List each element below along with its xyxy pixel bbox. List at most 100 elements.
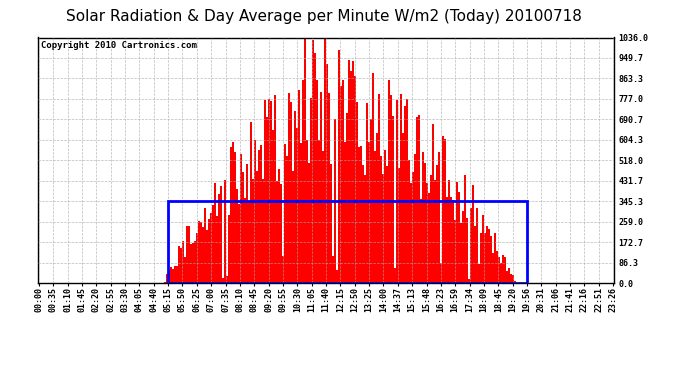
Bar [260, 146, 262, 283]
Bar [240, 154, 242, 283]
Bar [280, 184, 282, 283]
Bar [188, 226, 190, 283]
Bar [372, 73, 374, 283]
Bar [180, 248, 182, 283]
Bar [490, 236, 492, 283]
Bar [422, 152, 424, 283]
Bar [432, 124, 434, 283]
Bar [390, 95, 392, 283]
Bar [430, 175, 432, 283]
Bar [350, 71, 352, 283]
Bar [498, 257, 500, 283]
Bar [374, 152, 376, 283]
Bar [274, 94, 276, 283]
Bar [348, 60, 350, 283]
Bar [416, 117, 418, 283]
Bar [464, 175, 466, 283]
Bar [440, 263, 442, 283]
Bar [474, 226, 476, 283]
Bar [278, 169, 280, 283]
Bar [234, 152, 236, 283]
Bar [268, 99, 270, 283]
Bar [394, 268, 396, 283]
Bar [208, 219, 210, 283]
Bar [178, 246, 180, 283]
Bar [324, 38, 326, 283]
Bar [224, 180, 226, 283]
Bar [510, 274, 512, 283]
Bar [186, 226, 188, 283]
Bar [282, 255, 284, 283]
Bar [264, 100, 266, 283]
Bar [458, 192, 460, 283]
Bar [512, 275, 514, 283]
Bar [286, 156, 288, 283]
Bar [444, 139, 446, 283]
Bar [412, 172, 414, 283]
Bar [442, 136, 444, 283]
Bar [272, 130, 274, 283]
Bar [514, 281, 516, 283]
Bar [500, 263, 502, 283]
Bar [388, 80, 390, 283]
Bar [230, 147, 232, 283]
Bar [196, 233, 198, 283]
Bar [352, 61, 354, 283]
Bar [168, 201, 527, 283]
Bar [312, 40, 314, 283]
Bar [168, 270, 170, 283]
Bar [258, 150, 260, 283]
Bar [358, 147, 360, 283]
Bar [502, 255, 504, 283]
Bar [470, 208, 472, 283]
Bar [254, 140, 256, 283]
Bar [492, 253, 494, 283]
Bar [212, 205, 214, 283]
Bar [506, 271, 508, 283]
Bar [418, 115, 420, 283]
Bar [384, 150, 386, 283]
Bar [246, 164, 248, 283]
Bar [462, 211, 464, 283]
Bar [198, 221, 200, 283]
Bar [300, 143, 302, 283]
Bar [332, 256, 334, 283]
Bar [402, 133, 404, 283]
Bar [328, 93, 330, 283]
Bar [364, 175, 366, 283]
Bar [334, 119, 336, 283]
Bar [200, 222, 202, 283]
Bar [170, 267, 172, 283]
Bar [380, 156, 382, 283]
Bar [452, 200, 454, 283]
Bar [408, 160, 410, 283]
Bar [292, 171, 294, 283]
Bar [322, 150, 324, 283]
Bar [476, 207, 478, 283]
Bar [172, 269, 174, 283]
Bar [202, 226, 204, 283]
Bar [400, 94, 402, 283]
Bar [460, 224, 462, 283]
Bar [214, 183, 216, 283]
Bar [302, 80, 304, 283]
Bar [250, 122, 252, 283]
Bar [174, 266, 176, 283]
Bar [450, 197, 452, 283]
Bar [448, 180, 450, 283]
Bar [446, 197, 448, 283]
Text: Solar Radiation & Day Average per Minute W/m2 (Today) 20100718: Solar Radiation & Day Average per Minute… [66, 9, 582, 24]
Bar [266, 117, 268, 283]
Bar [306, 140, 308, 283]
Bar [194, 241, 196, 283]
Bar [176, 266, 178, 283]
Bar [494, 233, 496, 283]
Bar [378, 94, 380, 283]
Bar [386, 166, 388, 283]
Bar [242, 172, 244, 283]
Bar [308, 163, 310, 283]
Bar [226, 276, 228, 283]
Bar [184, 257, 186, 283]
Bar [206, 230, 208, 283]
Bar [252, 179, 254, 283]
